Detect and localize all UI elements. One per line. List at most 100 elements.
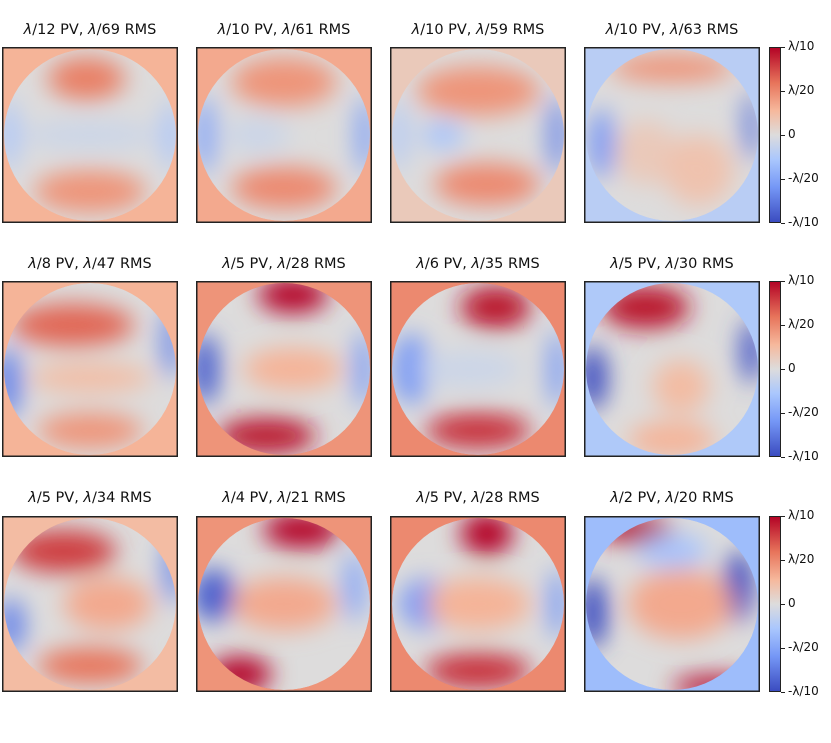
wavefront-panel	[2, 281, 178, 457]
title-text: /10 PV,	[226, 22, 283, 38]
wavefront-region	[19, 120, 161, 150]
lambda-symbol: λ	[471, 490, 481, 506]
colorbar-tick-label: λ/10	[788, 508, 815, 522]
wavefront-region	[231, 577, 337, 631]
colorbar	[769, 47, 781, 223]
colorbar-tick-label: 0	[788, 596, 796, 610]
panel-title: λ/5 PV, λ/30 RMS	[572, 256, 772, 272]
title-text: /5 PV,	[618, 256, 666, 272]
colorbar-tick-label: -λ/20	[788, 405, 819, 419]
wavefront-region	[636, 533, 708, 569]
title-text: /61 RMS	[290, 22, 351, 38]
wavefront-region	[4, 347, 22, 419]
panel-title: λ/6 PV, λ/35 RMS	[378, 256, 578, 272]
wavefront-panel	[390, 281, 566, 457]
wavefront-panel	[2, 47, 178, 223]
wavefront-panel	[196, 281, 372, 457]
wavefront-region	[10, 303, 134, 347]
lambda-symbol: λ	[416, 490, 425, 506]
lambda-symbol: λ	[222, 256, 231, 272]
lambda-symbol: λ	[665, 256, 675, 272]
wavefront-region	[613, 120, 678, 185]
colorbar-tick-mark	[781, 91, 785, 92]
colorbar-tick-mark	[781, 457, 785, 458]
colorbar-tick-label: -λ/10	[788, 684, 819, 698]
wavefront-region	[231, 57, 337, 107]
wavefront-region	[586, 346, 607, 410]
panel-title: λ/8 PV, λ/47 RMS	[0, 256, 190, 272]
panel-frame	[2, 281, 178, 457]
wavefront-region	[37, 648, 143, 684]
wavefront-region	[460, 518, 514, 555]
wavefront-region	[416, 351, 522, 387]
wavefront-region	[243, 347, 343, 391]
wavefront-region	[37, 413, 143, 449]
panel-title: λ/12 PV, λ/69 RMS	[0, 22, 190, 38]
lambda-symbol: λ	[665, 490, 675, 506]
wavefront-region	[425, 413, 531, 449]
title-text: /63 RMS	[678, 22, 739, 38]
panel-frame	[2, 516, 178, 692]
wavefront-region	[354, 330, 370, 408]
colorbar-tick-mark	[781, 325, 785, 326]
wavefront-region	[28, 363, 152, 392]
colorbar-tick-label: -λ/20	[788, 171, 819, 185]
lambda-symbol: λ	[476, 22, 485, 38]
wavefront-region	[628, 568, 734, 640]
wavefront-region	[47, 57, 126, 100]
title-text: /34 RMS	[92, 490, 152, 506]
lambda-symbol: λ	[23, 22, 33, 38]
wavefront-panel	[390, 47, 566, 223]
title-text: /20 RMS	[674, 490, 734, 506]
title-text: /28 RMS	[480, 490, 540, 506]
wavefront-region	[425, 653, 531, 689]
title-text: /30 RMS	[674, 256, 734, 272]
panel-title: λ/10 PV, λ/63 RMS	[572, 22, 772, 38]
lambda-symbol: λ	[222, 490, 231, 506]
panel-frame	[390, 516, 566, 692]
colorbar-tick-mark	[781, 692, 785, 693]
wavefront-region	[586, 577, 607, 649]
colorbar-tick-mark	[781, 135, 785, 136]
title-text: /6 PV,	[424, 256, 472, 272]
colorbar-tick-mark	[781, 223, 785, 224]
wavefront-region	[393, 333, 429, 405]
lambda-symbol: λ	[28, 256, 37, 272]
title-text: /28 RMS	[286, 256, 346, 272]
wavefront-region	[416, 66, 540, 116]
colorbar-tick-mark	[781, 179, 785, 180]
lambda-symbol: λ	[670, 22, 679, 38]
wavefront-region	[425, 577, 531, 631]
wavefront-region	[434, 163, 540, 206]
title-text: /21 RMS	[286, 490, 346, 506]
wavefront-region	[548, 568, 564, 640]
colorbar-tick-mark	[781, 369, 785, 370]
panel-frame	[196, 281, 372, 457]
wavefront-panel	[584, 47, 760, 223]
lambda-symbol: λ	[605, 22, 615, 38]
lambda-symbol: λ	[471, 256, 481, 272]
title-text: /47 RMS	[92, 256, 152, 272]
wavefront-panel	[196, 47, 372, 223]
title-text: /5 PV,	[230, 256, 278, 272]
lambda-symbol: λ	[610, 256, 619, 272]
wavefront-panel	[584, 516, 760, 692]
colorbar-tick-mark	[781, 604, 785, 605]
lambda-symbol: λ	[83, 490, 93, 506]
wavefront-region	[628, 421, 716, 455]
wavefront-region	[4, 598, 25, 652]
wavefront-region	[663, 135, 734, 206]
lambda-symbol: λ	[83, 256, 93, 272]
title-text: /2 PV,	[618, 490, 666, 506]
colorbar-tick-mark	[781, 516, 785, 517]
colorbar-tick-label: -λ/10	[788, 215, 819, 229]
lambda-symbol: λ	[277, 256, 287, 272]
colorbar-tick-mark	[781, 560, 785, 561]
title-text: /5 PV,	[424, 490, 472, 506]
title-text: /10 PV,	[614, 22, 671, 38]
panel-frame	[584, 47, 760, 223]
colorbar	[769, 281, 781, 457]
wavefront-region	[548, 330, 564, 408]
panel-title: λ/4 PV, λ/21 RMS	[184, 490, 384, 506]
wavefront-region	[392, 99, 406, 171]
